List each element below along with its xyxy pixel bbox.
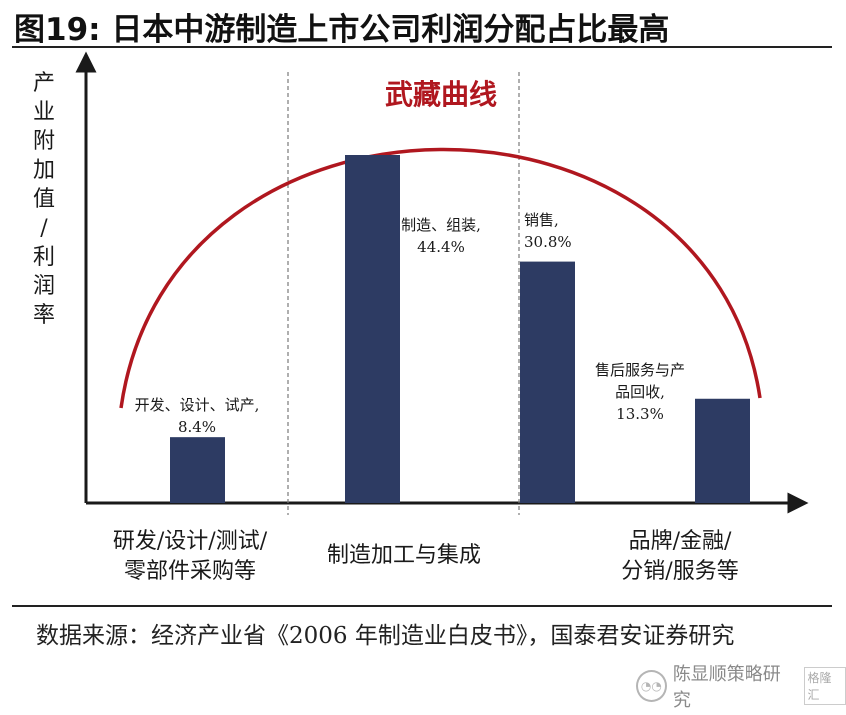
bar-label-1: 8.4% xyxy=(178,418,216,436)
bar-label-4: 13.3% xyxy=(616,405,664,423)
curve-label: 武藏曲线 xyxy=(385,78,497,111)
category-label-2: 制造加工与集成 xyxy=(327,543,481,568)
bar-label-3: 30.8% xyxy=(524,233,572,251)
bar-label-3: 销售, xyxy=(524,211,559,229)
category-label-3: 分销/服务等 xyxy=(621,559,738,584)
y-axis-label-char: 产 xyxy=(33,71,55,96)
title-rule xyxy=(12,46,832,48)
y-axis-label-char: 加 xyxy=(33,158,55,183)
bar-2 xyxy=(345,155,400,503)
category-label-3: 品牌/金融/ xyxy=(629,529,732,554)
bar-label-1: 开发、设计、试产, xyxy=(135,396,260,414)
category-label-1: 零部件采购等 xyxy=(124,559,256,584)
bar-label-2: 制造、组装, xyxy=(401,216,481,234)
bar-label-4: 售后服务与产 xyxy=(595,361,685,379)
bar-3 xyxy=(520,261,575,503)
bar-4 xyxy=(695,398,750,503)
wechat-icon: ◔◔ xyxy=(636,670,667,702)
y-axis-label-char: 附 xyxy=(33,129,55,154)
y-axis-label-char: 率 xyxy=(33,303,55,328)
category-label-1: 研发/设计/测试/ xyxy=(113,529,268,554)
bar-label-4: 品回收, xyxy=(615,383,665,401)
watermark-logo: 格隆汇 xyxy=(803,667,846,705)
source-note: 数据来源：经济产业省《2006 年制造业白皮书》，国泰君安证券研究 xyxy=(36,623,735,649)
y-axis-label-char: / xyxy=(40,216,48,241)
bar-label-2: 44.4% xyxy=(417,238,465,256)
y-axis-label-char: 值 xyxy=(33,187,55,212)
y-axis-label-char: 润 xyxy=(33,274,55,299)
smile-curve xyxy=(119,147,762,409)
y-axis-label-char: 业 xyxy=(33,100,55,125)
figure-title: 图19: 日本中游制造上市公司利润分配占比最高 xyxy=(14,12,670,48)
source-rule xyxy=(12,605,832,607)
watermark: ◔◔ 陈显顺策略研究 格隆汇 xyxy=(636,660,846,712)
watermark-text: 陈显顺策略研究 xyxy=(672,664,781,711)
bar-1 xyxy=(170,437,225,503)
y-axis-label-char: 利 xyxy=(33,245,55,270)
